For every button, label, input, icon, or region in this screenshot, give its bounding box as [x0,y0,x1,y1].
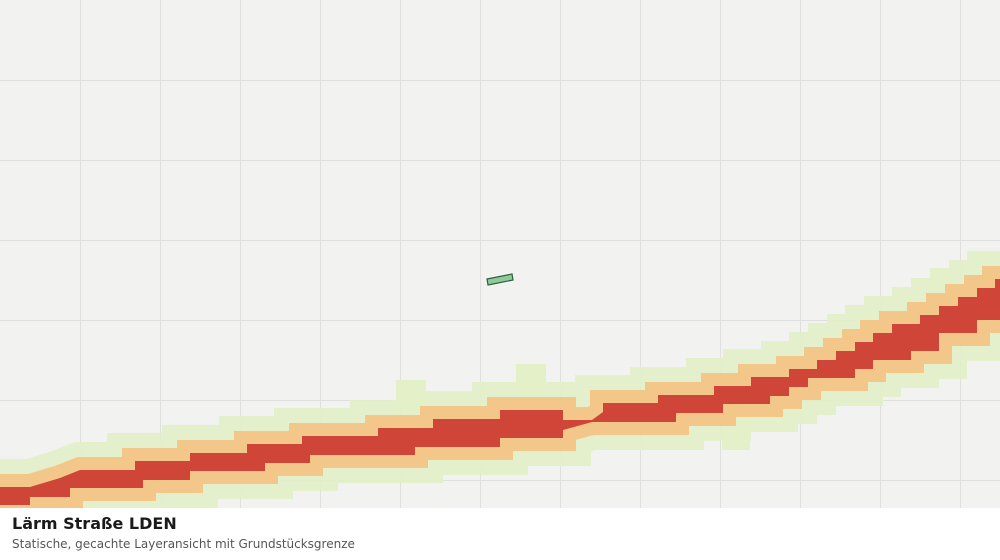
caption: Lärm Straße LDEN Statische, gecachte Lay… [0,508,1000,560]
noise-patch [930,268,950,288]
map-view[interactable] [0,0,1000,508]
noise-layer [0,268,1000,505]
parcel-boundary[interactable] [486,273,514,286]
noise-patch [516,364,546,392]
tile-grid [0,0,1000,508]
layer-title: Lärm Straße LDEN [12,514,177,533]
layer-subtitle: Statische, gecachte Layeransicht mit Gru… [12,537,355,551]
noise-patch [396,380,426,410]
